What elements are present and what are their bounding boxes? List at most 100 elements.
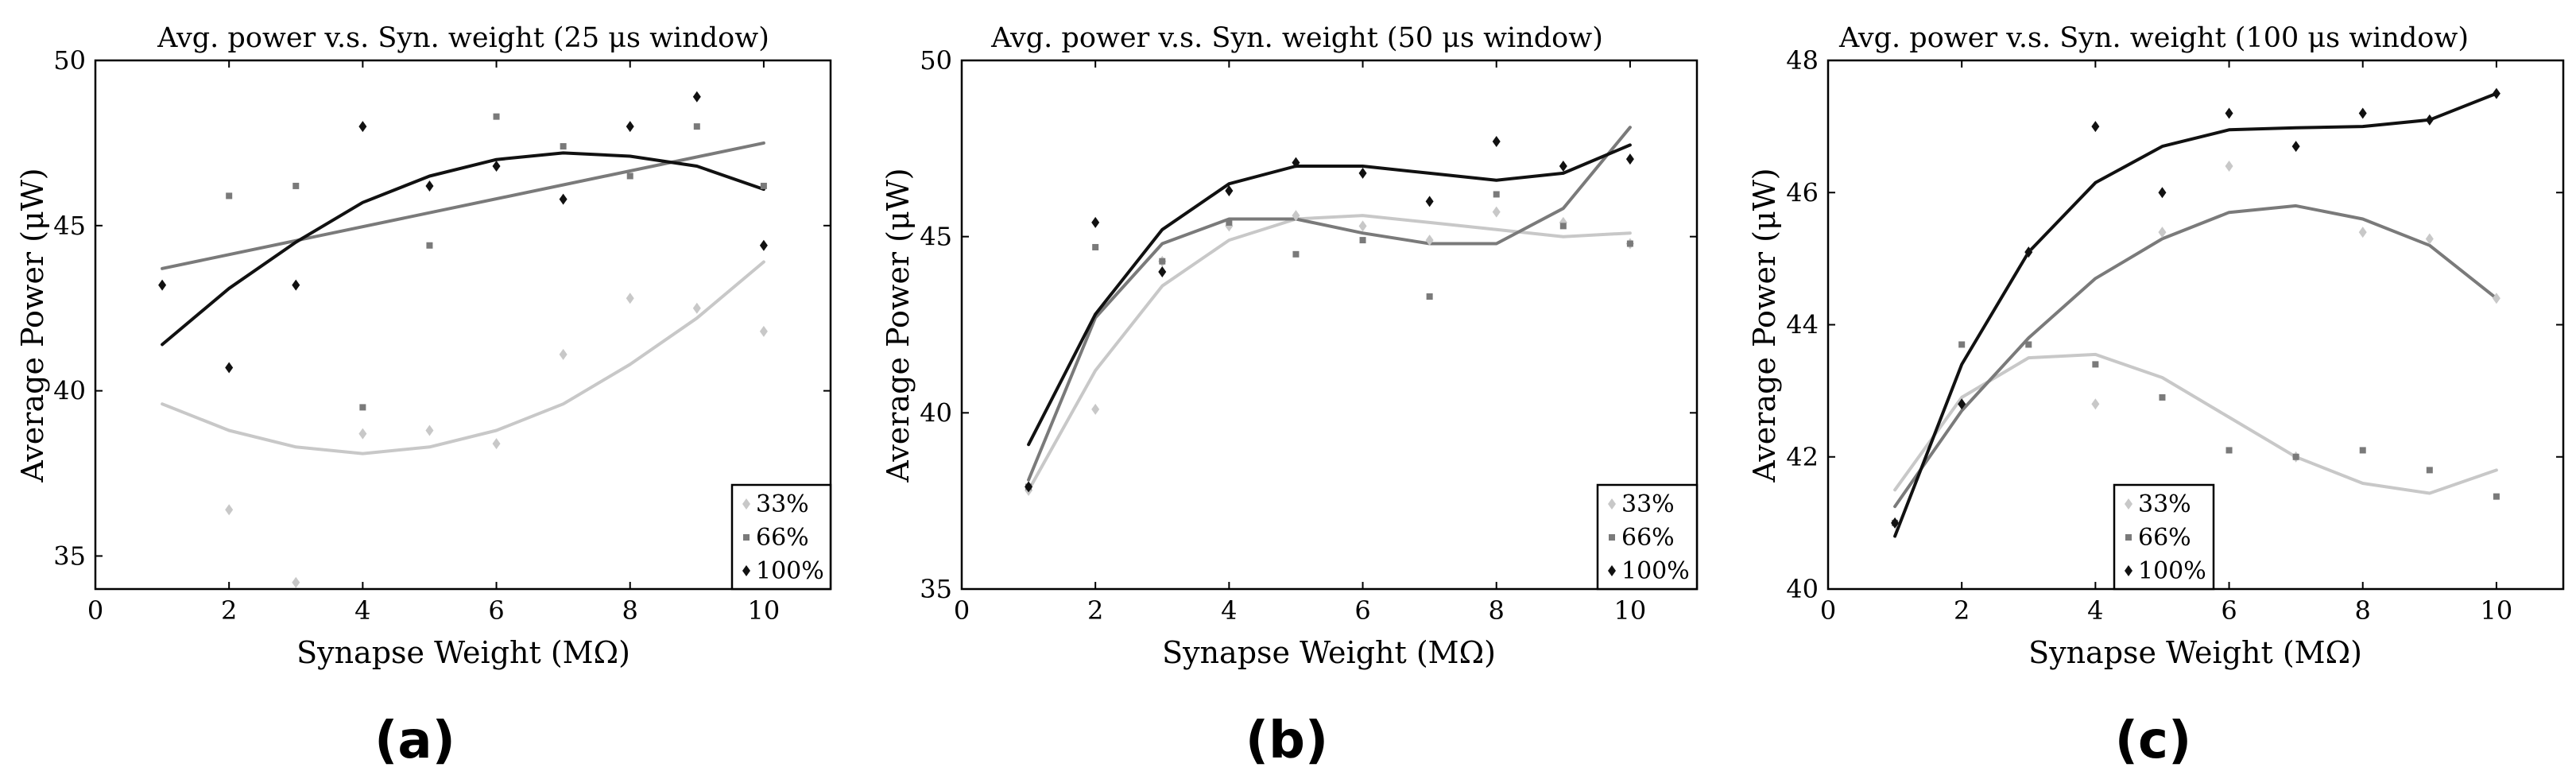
data-point — [1891, 517, 1900, 529]
data-point — [1958, 398, 1966, 410]
y-tick-label: 40 — [53, 376, 86, 406]
x-tick-label: 10 — [1614, 595, 1647, 626]
data-point — [2225, 447, 2233, 454]
data-point — [759, 325, 768, 337]
chart-panel-b: Avg. power v.s. Syn. weight (50 μs windo… — [881, 22, 1699, 770]
data-point — [2492, 87, 2500, 99]
data-point — [1292, 157, 1300, 169]
legend: 33% 66% 100% — [1596, 483, 1699, 591]
legend: 33% 66% 100% — [730, 483, 832, 591]
data-point — [425, 180, 434, 192]
data-point — [493, 113, 500, 120]
legend-label: 100% — [2138, 557, 2206, 585]
y-tick-label: 50 — [53, 45, 86, 76]
y-tick-label: 50 — [920, 45, 952, 76]
chart-title: Avg. power v.s. Syn. weight (25 μs windo… — [157, 22, 769, 54]
data-point — [2158, 227, 2167, 238]
data-point — [2358, 107, 2367, 119]
legend-marker — [2125, 565, 2132, 576]
data-point — [2358, 227, 2367, 238]
data-point — [1292, 250, 1300, 258]
data-point — [425, 424, 434, 436]
data-point — [692, 302, 701, 314]
data-point — [2425, 114, 2434, 126]
fit-line — [1893, 352, 2498, 495]
x-axis-label: Synapse Weight (MΩ) — [1162, 635, 1496, 670]
fit-line — [1027, 126, 1632, 482]
data-point — [1226, 219, 1233, 226]
data-point — [2426, 467, 2433, 474]
y-tick-label: 35 — [920, 574, 952, 604]
data-point — [559, 193, 567, 205]
data-point — [292, 182, 300, 189]
data-point — [2159, 393, 2166, 401]
data-point — [1292, 210, 1300, 222]
data-point — [1358, 220, 1367, 232]
y-axis-label: Average Power (μW) — [15, 168, 50, 483]
data-point — [2493, 493, 2500, 500]
panel-label: (a) — [374, 711, 455, 770]
data-point — [1092, 243, 1099, 250]
data-point — [626, 121, 634, 133]
legend-marker — [1608, 498, 1616, 510]
data-point — [226, 192, 233, 200]
y-tick-label: 45 — [920, 222, 952, 252]
fit-line — [161, 260, 765, 455]
x-axis-label: Synapse Weight (MΩ) — [296, 635, 630, 670]
legend-label: 100% — [756, 557, 824, 585]
data-point — [1493, 191, 1500, 198]
data-point — [2225, 107, 2233, 119]
data-point — [2359, 447, 2366, 454]
x-tick-label: 2 — [1954, 595, 1970, 626]
data-point — [1425, 235, 1434, 246]
x-tick-label: 8 — [622, 595, 638, 626]
fit-line — [1027, 214, 1632, 492]
data-point — [1559, 223, 1567, 230]
data-point — [2091, 398, 2100, 410]
fit-line — [1027, 143, 1632, 447]
data-point — [1492, 206, 1501, 218]
data-point — [626, 172, 633, 180]
data-point — [426, 242, 433, 249]
y-axis-label: Average Power (μW) — [881, 168, 916, 483]
data-point — [1958, 341, 1966, 348]
x-axis-label: Synapse Weight (MΩ) — [2028, 635, 2362, 670]
data-point — [1559, 161, 1567, 172]
x-tick-label: 8 — [2355, 595, 2371, 626]
chart-title: Avg. power v.s. Syn. weight (100 μs wind… — [1838, 22, 2469, 54]
data-point — [760, 182, 767, 189]
data-point — [359, 404, 366, 411]
x-tick-label: 4 — [354, 595, 370, 626]
plot-area — [960, 59, 1699, 591]
data-point — [292, 576, 300, 588]
plot-area — [94, 59, 832, 591]
data-point — [1359, 237, 1366, 244]
data-point — [1625, 153, 1634, 165]
data-point — [158, 279, 167, 291]
chart-panel-a: Avg. power v.s. Syn. weight (25 μs windo… — [15, 22, 832, 770]
data-point — [1425, 196, 1434, 207]
x-tick-label: 6 — [1354, 595, 1370, 626]
legend-label: 66% — [1621, 524, 1675, 552]
legend-marker — [1609, 534, 1615, 541]
y-tick-label: 40 — [920, 397, 952, 428]
legend-label: 66% — [2138, 524, 2191, 552]
x-tick-label: 0 — [87, 595, 103, 626]
data-point — [2225, 161, 2233, 172]
data-point — [2024, 246, 2033, 258]
legend-marker — [743, 534, 750, 541]
x-tick-label: 2 — [221, 595, 237, 626]
data-point — [2425, 233, 2434, 245]
data-point — [1492, 135, 1501, 147]
chart-panel-c: Avg. power v.s. Syn. weight (100 μs wind… — [1747, 22, 2565, 770]
legend-label: 33% — [2138, 490, 2191, 518]
data-point — [2291, 141, 2300, 153]
data-point — [1091, 403, 1100, 415]
legend-marker — [2125, 534, 2132, 541]
data-point — [1091, 216, 1100, 228]
fit-line — [1893, 204, 2498, 509]
data-point — [2158, 187, 2167, 199]
fit-line — [1893, 91, 2498, 538]
data-point — [2025, 341, 2032, 348]
data-point — [225, 362, 234, 374]
